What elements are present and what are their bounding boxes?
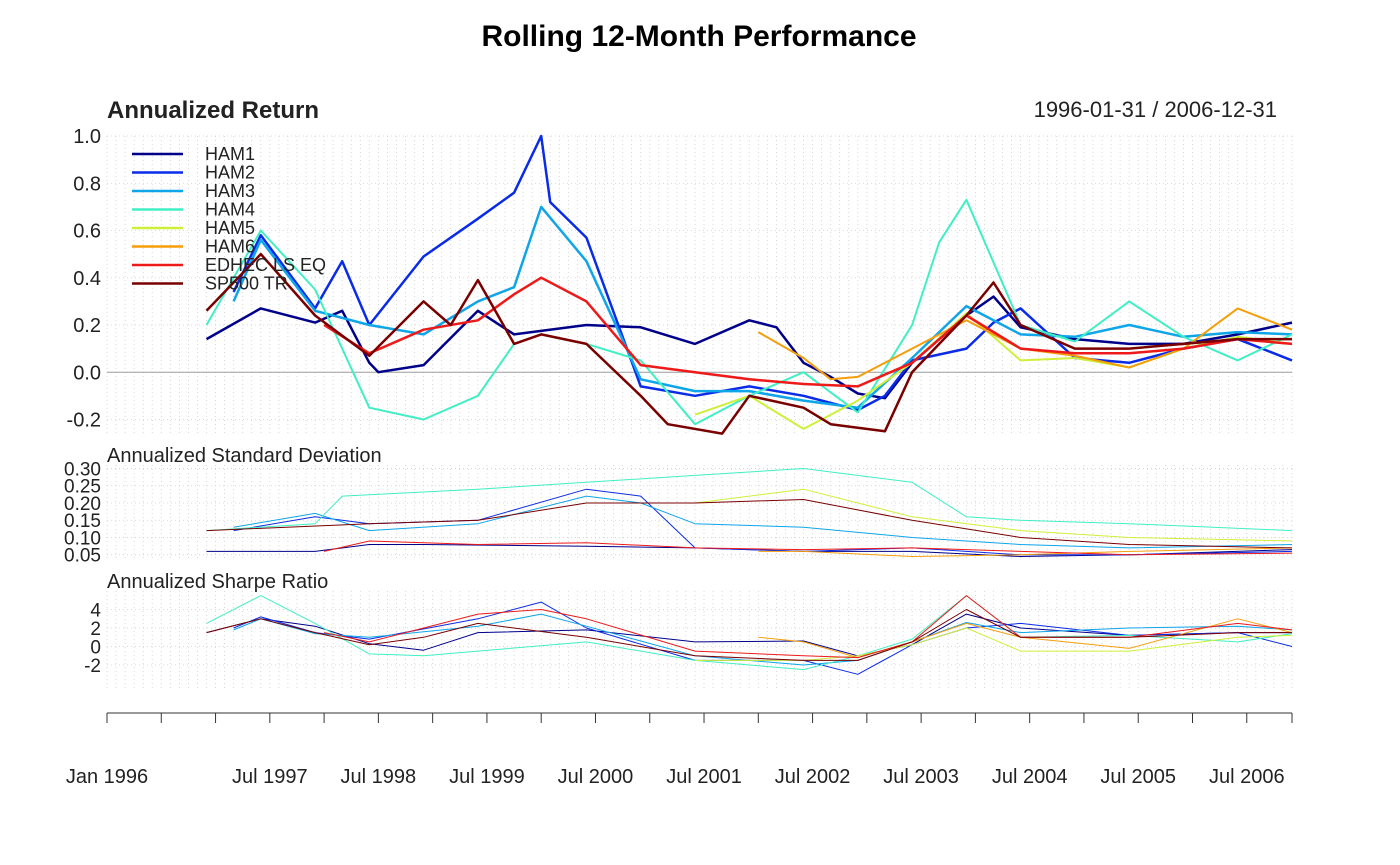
chart-panels: Annualized Return 1.0 0.8 0.6 0.4 0.2 0.0 -0.2 H… [64, 97, 1293, 690]
return-ytick-label: 0.4 [73, 268, 101, 290]
std_dev-series-7-line [323, 540, 1293, 556]
sharpe-ytick-label: 0 [90, 637, 101, 658]
return-series-ham5-line [694, 312, 1293, 430]
return-series-ham3-line [232, 205, 1293, 409]
sharpe-ytick-label: 4 [90, 600, 101, 621]
legend-label-ham2: HAM2 [205, 163, 255, 183]
std_dev-grid [106, 465, 1293, 560]
sharpe-series-8-line [206, 609, 1292, 661]
return-panel: Annualized Return 1.0 0.8 0.6 0.4 0.2 0.0 -0.2 H… [67, 97, 1293, 436]
x-tick-label: Jul 1997 [232, 766, 308, 788]
std_dev-series-4-line [206, 468, 1293, 532]
legend-label-ham3: HAM3 [205, 181, 255, 201]
std_dev-series-2-line [233, 488, 1293, 556]
std_dev-ytick-label: 0.30 [64, 459, 101, 480]
return-series-sp500-tr-line [205, 252, 1292, 435]
return-ytick-label: 0.2 [73, 315, 101, 337]
std_dev-ytick-label: 0.05 [64, 546, 101, 567]
return-ytick-label: 0.6 [73, 221, 101, 243]
x-tick-label: Jul 2005 [1100, 766, 1176, 788]
return-title: Annualized Return [107, 97, 319, 124]
x-tick-label: Jul 2003 [883, 766, 959, 788]
std_dev-ytick-label: 0.25 [64, 477, 101, 498]
sharpe-grid [106, 591, 1293, 690]
x-tick-label: Jul 2000 [558, 766, 634, 788]
return-series-edhec-ls-eq-line [323, 276, 1293, 388]
std_dev-title: Annualized Standard Deviation [107, 445, 382, 467]
legend-label-ham6: HAM6 [205, 237, 255, 257]
sharpe-series-3-line [233, 613, 1293, 666]
sharpe-panel: Annualized Sharpe Ratio 420-2 [84, 571, 1293, 690]
sharpe-ytick-label: -2 [84, 656, 101, 677]
std_dev-series-5-line [694, 488, 1293, 542]
chart-title: Rolling 12-Month Performance [481, 20, 916, 53]
x-tick-label: Jul 2004 [992, 766, 1068, 788]
x-tick-label: Jul 1998 [341, 766, 417, 788]
legend-label-ham1: HAM1 [205, 144, 255, 164]
legend-label-sp500-tr: SP500 TR [205, 274, 288, 294]
return-ytick-label: -0.2 [67, 410, 101, 432]
date-range-label: 1996-01-31 / 2006-12-31 [1034, 97, 1277, 122]
std_dev-ytick-label: 0.10 [64, 528, 101, 549]
legend-label-ham5: HAM5 [205, 218, 255, 238]
sharpe-ytick-label: 2 [90, 619, 101, 640]
x-tick-label: Jul 2001 [666, 766, 742, 788]
sharpe-series-5-line [695, 627, 1293, 661]
std_dev-series-3-line [233, 495, 1293, 549]
return-ytick-label: 0.8 [73, 173, 101, 195]
std_dev-ytick-label: 0.15 [64, 511, 101, 532]
x-axis: Jan 1996 Jul 1997 Jul 1998 Jul 1999 Jul 2000… [66, 712, 1293, 788]
return-ytick-label: 1.0 [73, 126, 101, 148]
x-tick-label: Jul 2006 [1209, 766, 1285, 788]
std_dev-ytick-label: 0.20 [64, 494, 101, 515]
sharpe-title: Annualized Sharpe Ratio [107, 571, 328, 593]
x-tick-label: Jul 2002 [775, 766, 851, 788]
return-ytick-label: 0.0 [73, 362, 101, 384]
sharpe-series-6-line [758, 618, 1293, 659]
std_dev-series-6-line [758, 547, 1293, 557]
x-tick-label: Jan 1996 [66, 766, 148, 788]
legend-label-edhec-ls-eq: EDHEC LS EQ [205, 255, 326, 275]
x-tick-label: Jul 1999 [449, 766, 525, 788]
legend-label-ham4: HAM4 [205, 200, 255, 220]
std_dev-series-8-line [206, 499, 1293, 549]
std_dev-panel: Annualized Standard Deviation 0.300.250.2… [64, 445, 1293, 567]
